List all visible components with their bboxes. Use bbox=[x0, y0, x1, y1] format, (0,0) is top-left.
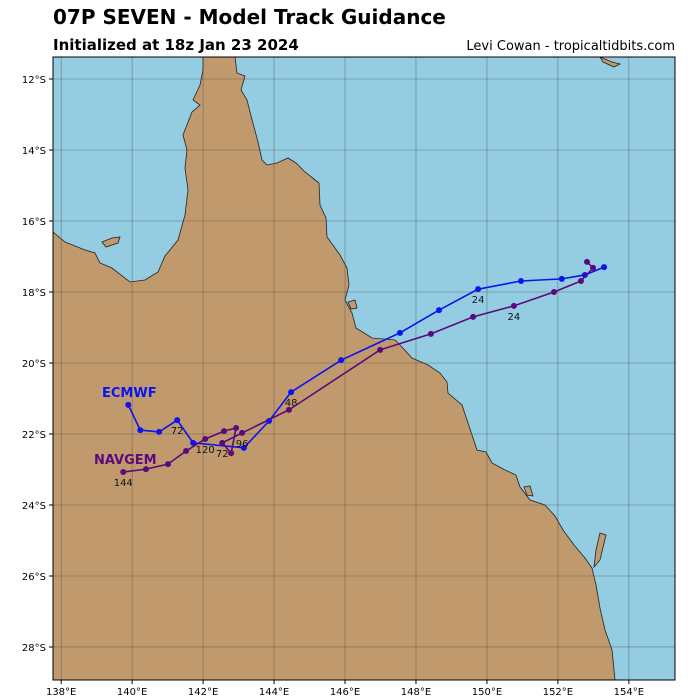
credit: Levi Cowan - tropicaltidbits.com bbox=[466, 39, 675, 54]
track-point bbox=[120, 468, 127, 475]
hour-label: 24 bbox=[472, 295, 485, 306]
model-label: NAVGEM bbox=[94, 453, 157, 468]
x-tick-label: 150°E bbox=[472, 687, 502, 698]
track-point bbox=[590, 264, 597, 271]
track-point bbox=[577, 277, 584, 284]
track-point bbox=[427, 330, 434, 337]
island bbox=[593, 532, 607, 569]
island bbox=[101, 236, 121, 248]
hour-label: 120 bbox=[196, 445, 215, 456]
track-line bbox=[127, 266, 605, 449]
y-tick-label: 22°S bbox=[22, 430, 46, 441]
track-point bbox=[164, 461, 171, 468]
model-label: ECMWF bbox=[102, 386, 157, 401]
track-point bbox=[518, 277, 525, 284]
track-point bbox=[137, 427, 144, 434]
hour-label: 48 bbox=[285, 398, 298, 409]
track-point bbox=[125, 401, 132, 408]
island bbox=[523, 485, 534, 497]
track-point bbox=[601, 264, 608, 271]
track-point bbox=[510, 302, 517, 309]
hour-label: 96 bbox=[236, 439, 249, 450]
track-point bbox=[581, 271, 588, 278]
track-point bbox=[142, 466, 149, 473]
track-point bbox=[221, 428, 228, 435]
y-tick-label: 20°S bbox=[22, 359, 46, 370]
chart-title: 07P SEVEN - Model Track Guidance bbox=[53, 5, 446, 29]
track-point bbox=[156, 428, 163, 435]
track-point bbox=[202, 435, 209, 442]
x-tick-label: 148°E bbox=[401, 687, 431, 698]
x-tick-label: 154°E bbox=[614, 687, 644, 698]
track-point bbox=[288, 389, 295, 396]
x-tick-label: 146°E bbox=[330, 687, 360, 698]
track-point bbox=[436, 307, 443, 314]
y-tick-label: 18°S bbox=[22, 288, 46, 299]
hour-label: 24 bbox=[508, 312, 521, 323]
track-point bbox=[190, 439, 197, 446]
track-point bbox=[219, 439, 226, 446]
island bbox=[347, 299, 358, 310]
track-point bbox=[174, 417, 181, 424]
y-tick-label: 14°S bbox=[22, 146, 46, 157]
track-point bbox=[558, 275, 565, 282]
y-tick-label: 26°S bbox=[22, 572, 46, 583]
track-point bbox=[470, 313, 477, 320]
hour-label: 72 bbox=[171, 426, 184, 437]
hour-label: 144 bbox=[114, 478, 133, 489]
land bbox=[53, 57, 616, 680]
track-point bbox=[377, 346, 384, 353]
x-tick-label: 142°E bbox=[188, 687, 218, 698]
track-point bbox=[584, 258, 591, 265]
track-point bbox=[239, 429, 246, 436]
track-point bbox=[183, 448, 190, 455]
y-tick-label: 28°S bbox=[22, 643, 46, 654]
y-tick-label: 16°S bbox=[22, 217, 46, 228]
x-tick-label: 140°E bbox=[117, 687, 147, 698]
y-tick-label: 24°S bbox=[22, 501, 46, 512]
x-tick-label: 144°E bbox=[259, 687, 289, 698]
track-point bbox=[233, 424, 240, 431]
y-tick-label: 12°S bbox=[22, 75, 46, 86]
track-point bbox=[240, 444, 247, 451]
track-point bbox=[228, 450, 235, 457]
x-tick-label: 138°E bbox=[46, 687, 76, 698]
track-point bbox=[475, 286, 482, 293]
track-point bbox=[285, 406, 292, 413]
track-point bbox=[551, 289, 558, 296]
chart-subtitle: Initialized at 18z Jan 23 2024 bbox=[53, 36, 299, 54]
track-point bbox=[397, 329, 404, 336]
island bbox=[599, 57, 622, 68]
hour-label: 72 bbox=[216, 449, 229, 460]
track-point bbox=[338, 357, 345, 364]
plot-frame bbox=[52, 56, 676, 681]
x-tick-label: 152°E bbox=[543, 687, 573, 698]
